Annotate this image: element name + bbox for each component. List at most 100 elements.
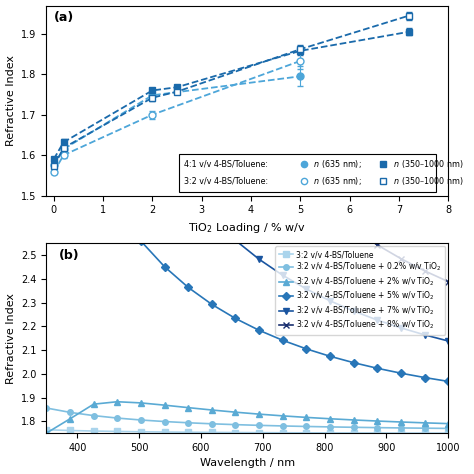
3:2 v/v 4-BS/Toluene + 5% w/v TiO$_2$ xyxy=(185,284,191,290)
3:2 v/v 4-BS/Toluene + 7% w/v TiO$_2$ xyxy=(162,155,167,160)
3:2 v/v 4-BS/Toluene + 7% w/v TiO$_2$ xyxy=(374,317,380,323)
3:2 v/v 4-BS/Toluene + 2% w/v TiO$_2$ xyxy=(303,415,309,420)
3:2 v/v 4-BS/Toluene xyxy=(44,427,49,433)
3:2 v/v 4-BS/Toluene + 0.2% w/v TiO$_2$ xyxy=(44,405,49,411)
Text: (b): (b) xyxy=(58,249,79,262)
3:2 v/v 4-BS/Toluene + 2% w/v TiO$_2$ xyxy=(162,402,167,408)
3:2 v/v 4-BS/Toluene + 2% w/v TiO$_2$ xyxy=(91,401,97,407)
3:2 v/v 4-BS/Toluene + 8% w/v TiO$_2$ xyxy=(446,279,451,284)
3:2 v/v 4-BS/Toluene + 2% w/v TiO$_2$ xyxy=(351,417,356,423)
Line: 3:2 v/v 4-BS/Toluene + 0.2% w/v TiO$_2$: 3:2 v/v 4-BS/Toluene + 0.2% w/v TiO$_2$ xyxy=(44,405,451,431)
3:2 v/v 4-BS/Toluene + 5% w/v TiO$_2$ xyxy=(256,328,262,333)
3:2 v/v 4-BS/Toluene + 7% w/v TiO$_2$ xyxy=(91,0,97,2)
Line: 3:2 v/v 4-BS/Toluene + 7% w/v TiO$_2$: 3:2 v/v 4-BS/Toluene + 7% w/v TiO$_2$ xyxy=(44,0,451,344)
X-axis label: Wavelength / nm: Wavelength / nm xyxy=(200,458,295,468)
3:2 v/v 4-BS/Toluene + 0.2% w/v TiO$_2$ xyxy=(351,424,356,430)
3:2 v/v 4-BS/Toluene + 7% w/v TiO$_2$ xyxy=(422,332,428,337)
3:2 v/v 4-BS/Toluene + 5% w/v TiO$_2$ xyxy=(351,360,356,365)
3:2 v/v 4-BS/Toluene + 0.2% w/v TiO$_2$ xyxy=(138,417,144,423)
Text: $n$ (350–1000 nm): $n$ (350–1000 nm) xyxy=(391,175,464,187)
3:2 v/v 4-BS/Toluene + 0.2% w/v TiO$_2$ xyxy=(327,424,333,430)
3:2 v/v 4-BS/Toluene xyxy=(209,429,215,435)
3:2 v/v 4-BS/Toluene xyxy=(185,429,191,435)
3:2 v/v 4-BS/Toluene + 2% w/v TiO$_2$ xyxy=(185,405,191,410)
3:2 v/v 4-BS/Toluene + 5% w/v TiO$_2$ xyxy=(303,346,309,352)
3:2 v/v 4-BS/Toluene xyxy=(303,430,309,436)
3:2 v/v 4-BS/Toluene + 7% w/v TiO$_2$ xyxy=(280,273,286,278)
Line: 3:2 v/v 4-BS/Toluene: 3:2 v/v 4-BS/Toluene xyxy=(44,427,451,436)
3:2 v/v 4-BS/Toluene + 7% w/v TiO$_2$ xyxy=(351,308,356,314)
3:2 v/v 4-BS/Toluene + 2% w/v TiO$_2$ xyxy=(280,413,286,419)
3:2 v/v 4-BS/Toluene xyxy=(67,428,73,433)
3:2 v/v 4-BS/Toluene xyxy=(446,430,451,436)
3:2 v/v 4-BS/Toluene + 0.2% w/v TiO$_2$ xyxy=(162,419,167,424)
3:2 v/v 4-BS/Toluene + 0.2% w/v TiO$_2$ xyxy=(374,425,380,430)
3:2 v/v 4-BS/Toluene + 2% w/v TiO$_2$ xyxy=(114,399,120,405)
3:2 v/v 4-BS/Toluene + 8% w/v TiO$_2$ xyxy=(209,63,215,69)
3:2 v/v 4-BS/Toluene + 7% w/v TiO$_2$ xyxy=(138,114,144,119)
3:2 v/v 4-BS/Toluene + 5% w/v TiO$_2$ xyxy=(114,206,120,212)
3:2 v/v 4-BS/Toluene + 7% w/v TiO$_2$ xyxy=(327,298,333,304)
3:2 v/v 4-BS/Toluene + 5% w/v TiO$_2$ xyxy=(280,337,286,343)
3:2 v/v 4-BS/Toluene xyxy=(114,428,120,434)
3:2 v/v 4-BS/Toluene + 7% w/v TiO$_2$ xyxy=(185,188,191,193)
3:2 v/v 4-BS/Toluene + 7% w/v TiO$_2$ xyxy=(256,256,262,262)
Text: $n$ (635 nm);: $n$ (635 nm); xyxy=(311,175,362,187)
3:2 v/v 4-BS/Toluene xyxy=(398,430,404,436)
3:2 v/v 4-BS/Toluene + 2% w/v TiO$_2$ xyxy=(256,411,262,417)
3:2 v/v 4-BS/Toluene + 0.2% w/v TiO$_2$ xyxy=(303,424,309,429)
3:2 v/v 4-BS/Toluene + 5% w/v TiO$_2$ xyxy=(162,264,167,270)
3:2 v/v 4-BS/Toluene xyxy=(138,429,144,435)
3:2 v/v 4-BS/Toluene + 2% w/v TiO$_2$ xyxy=(67,416,73,422)
3:2 v/v 4-BS/Toluene + 5% w/v TiO$_2$ xyxy=(209,301,215,307)
3:2 v/v 4-BS/Toluene + 0.2% w/v TiO$_2$ xyxy=(280,423,286,429)
3:2 v/v 4-BS/Toluene + 8% w/v TiO$_2$ xyxy=(280,164,286,170)
3:2 v/v 4-BS/Toluene + 8% w/v TiO$_2$ xyxy=(374,242,380,248)
3:2 v/v 4-BS/Toluene + 2% w/v TiO$_2$ xyxy=(209,407,215,413)
X-axis label: TiO$_2$ Loading / % w/v: TiO$_2$ Loading / % w/v xyxy=(189,221,306,235)
3:2 v/v 4-BS/Toluene + 5% w/v TiO$_2$ xyxy=(91,165,97,171)
3:2 v/v 4-BS/Toluene + 0.2% w/v TiO$_2$ xyxy=(91,413,97,419)
Text: 3:2 v/v 4-BS/Toluene:: 3:2 v/v 4-BS/Toluene: xyxy=(184,177,268,186)
3:2 v/v 4-BS/Toluene + 8% w/v TiO$_2$ xyxy=(398,256,404,262)
Legend: 3:2 v/v 4-BS/Toluene, 3:2 v/v 4-BS/Toluene + 0.2% w/v TiO$_2$, 3:2 v/v 4-BS/Tolu: 3:2 v/v 4-BS/Toluene, 3:2 v/v 4-BS/Tolue… xyxy=(275,246,445,335)
3:2 v/v 4-BS/Toluene + 7% w/v TiO$_2$ xyxy=(233,237,238,243)
Text: $n$ (350–1000 nm): $n$ (350–1000 nm) xyxy=(391,158,464,170)
Line: 3:2 v/v 4-BS/Toluene + 5% w/v TiO$_2$: 3:2 v/v 4-BS/Toluene + 5% w/v TiO$_2$ xyxy=(44,38,451,384)
3:2 v/v 4-BS/Toluene xyxy=(256,430,262,436)
3:2 v/v 4-BS/Toluene xyxy=(91,428,97,434)
Bar xyxy=(179,154,436,192)
3:2 v/v 4-BS/Toluene + 2% w/v TiO$_2$ xyxy=(44,430,49,436)
3:2 v/v 4-BS/Toluene + 0.2% w/v TiO$_2$ xyxy=(185,420,191,426)
3:2 v/v 4-BS/Toluene + 0.2% w/v TiO$_2$ xyxy=(233,422,238,428)
3:2 v/v 4-BS/Toluene + 8% w/v TiO$_2$ xyxy=(303,188,309,193)
3:2 v/v 4-BS/Toluene + 2% w/v TiO$_2$ xyxy=(138,400,144,406)
3:2 v/v 4-BS/Toluene + 7% w/v TiO$_2$ xyxy=(209,215,215,220)
3:2 v/v 4-BS/Toluene + 8% w/v TiO$_2$ xyxy=(256,136,262,141)
3:2 v/v 4-BS/Toluene + 8% w/v TiO$_2$ xyxy=(327,209,333,214)
3:2 v/v 4-BS/Toluene + 2% w/v TiO$_2$ xyxy=(233,410,238,415)
3:2 v/v 4-BS/Toluene + 5% w/v TiO$_2$ xyxy=(446,379,451,384)
3:2 v/v 4-BS/Toluene xyxy=(374,430,380,436)
3:2 v/v 4-BS/Toluene + 5% w/v TiO$_2$ xyxy=(233,316,238,321)
3:2 v/v 4-BS/Toluene + 8% w/v TiO$_2$ xyxy=(351,227,356,232)
3:2 v/v 4-BS/Toluene + 8% w/v TiO$_2$ xyxy=(185,16,191,21)
3:2 v/v 4-BS/Toluene xyxy=(422,430,428,436)
3:2 v/v 4-BS/Toluene + 0.2% w/v TiO$_2$ xyxy=(209,421,215,427)
3:2 v/v 4-BS/Toluene + 2% w/v TiO$_2$ xyxy=(327,416,333,421)
Y-axis label: Refractive Index: Refractive Index xyxy=(6,292,16,383)
Line: 3:2 v/v 4-BS/Toluene + 2% w/v TiO$_2$: 3:2 v/v 4-BS/Toluene + 2% w/v TiO$_2$ xyxy=(44,399,451,436)
3:2 v/v 4-BS/Toluene + 8% w/v TiO$_2$ xyxy=(422,268,428,273)
Line: 3:2 v/v 4-BS/Toluene + 8% w/v TiO$_2$: 3:2 v/v 4-BS/Toluene + 8% w/v TiO$_2$ xyxy=(43,0,452,285)
Text: (a): (a) xyxy=(55,11,74,24)
3:2 v/v 4-BS/Toluene + 0.2% w/v TiO$_2$ xyxy=(446,426,451,431)
3:2 v/v 4-BS/Toluene + 2% w/v TiO$_2$ xyxy=(422,420,428,426)
3:2 v/v 4-BS/Toluene xyxy=(351,430,356,436)
3:2 v/v 4-BS/Toluene + 5% w/v TiO$_2$ xyxy=(44,38,49,44)
Text: $n$ (635 nm);: $n$ (635 nm); xyxy=(311,158,362,170)
3:2 v/v 4-BS/Toluene + 7% w/v TiO$_2$ xyxy=(114,62,120,68)
3:2 v/v 4-BS/Toluene xyxy=(162,429,167,435)
3:2 v/v 4-BS/Toluene + 5% w/v TiO$_2$ xyxy=(138,238,144,244)
3:2 v/v 4-BS/Toluene xyxy=(280,430,286,436)
3:2 v/v 4-BS/Toluene + 2% w/v TiO$_2$ xyxy=(398,419,404,425)
